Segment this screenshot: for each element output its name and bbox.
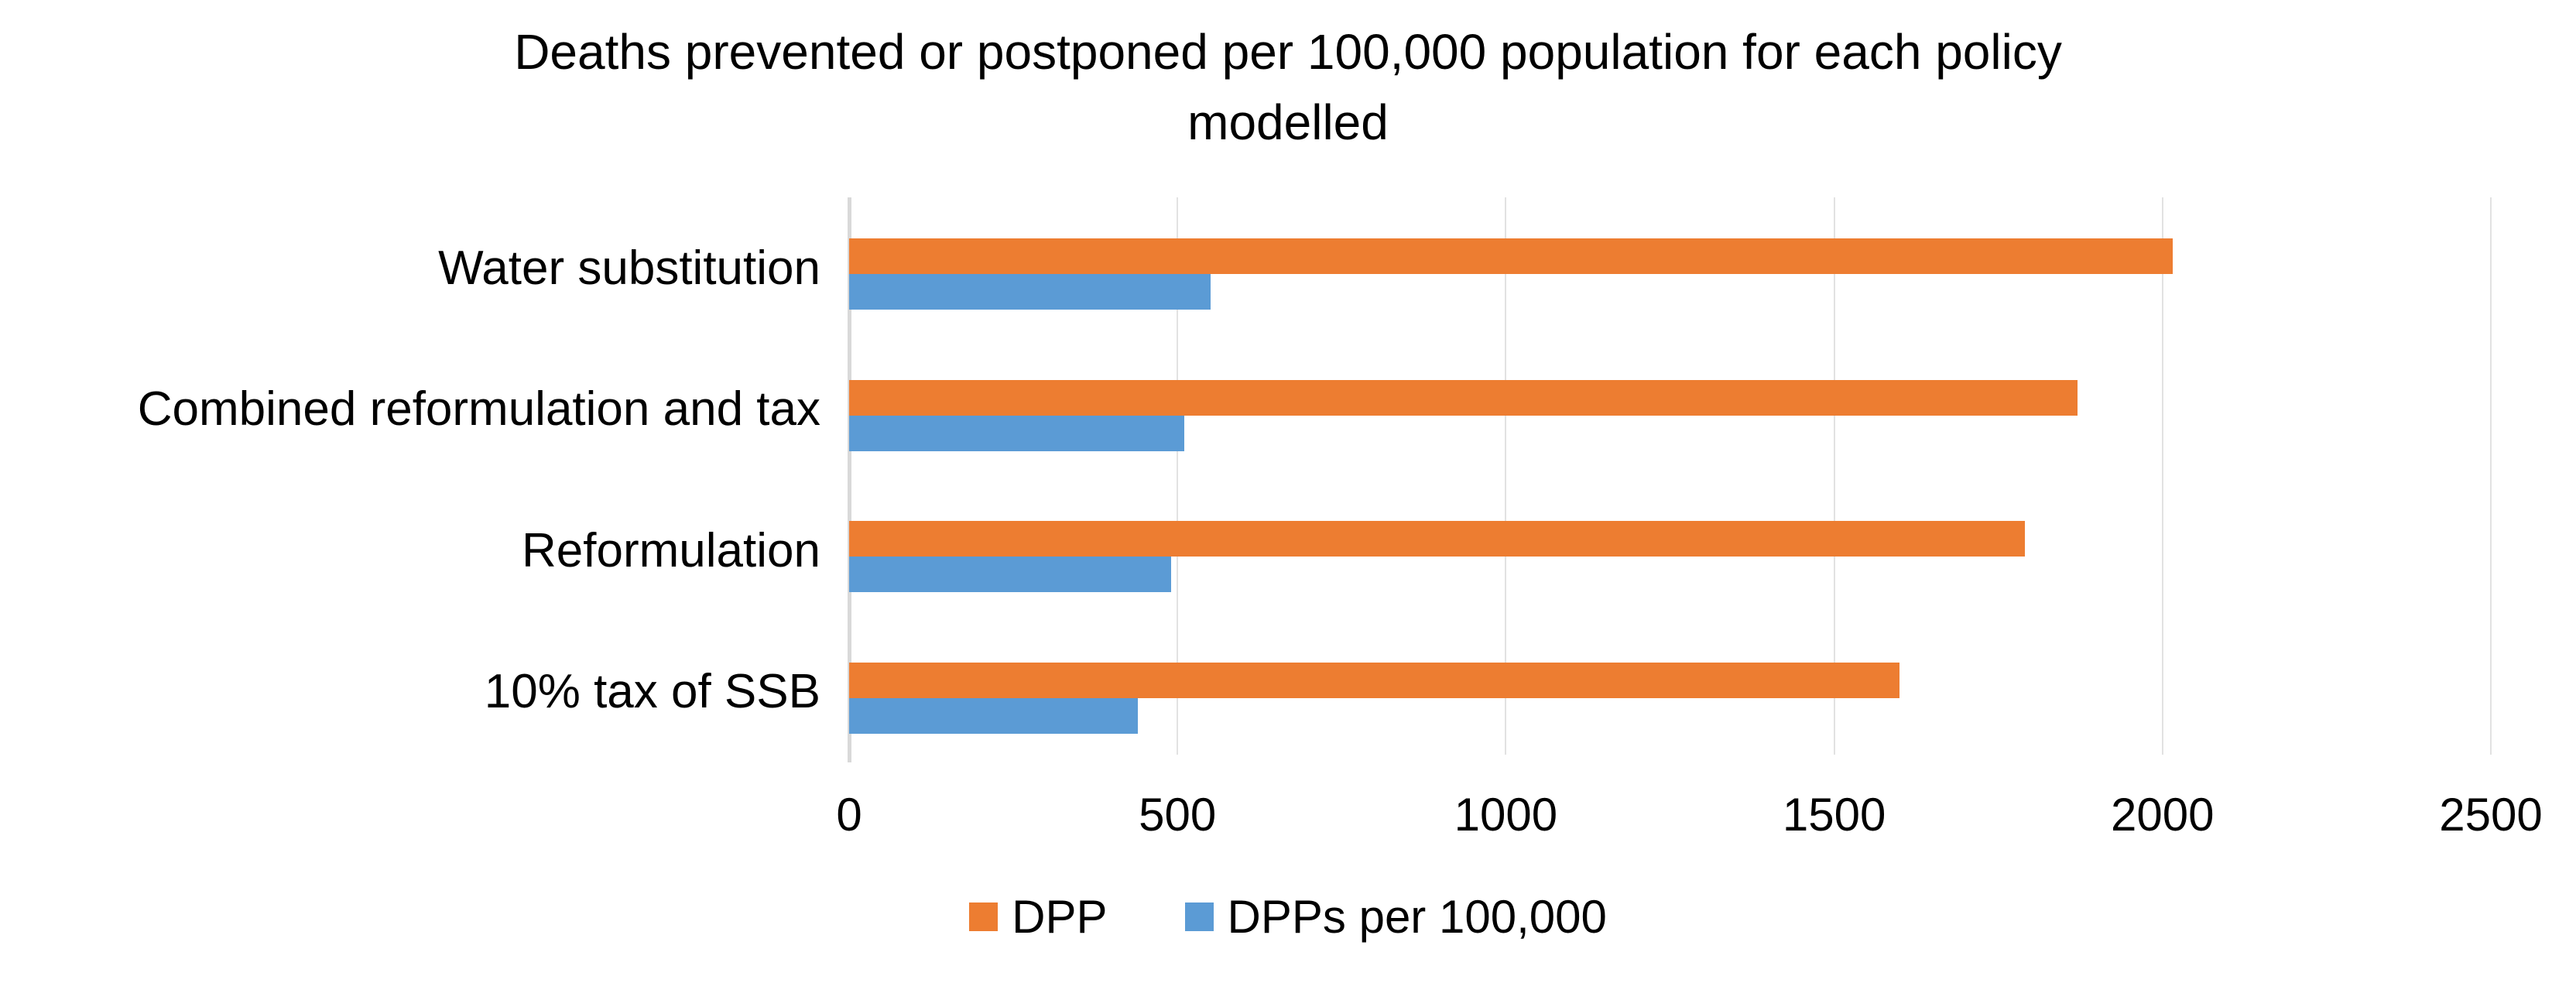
x-tick-label-1500: 1500 — [1782, 789, 1886, 841]
gridline-1500 — [1833, 197, 1835, 755]
legend-label-dpps-per-100000: DPPs per 100,000 — [1227, 891, 1607, 943]
legend-swatch-dpp — [969, 903, 999, 931]
value-axis: 0 500 1000 1500 2000 2500 — [836, 789, 2542, 844]
x-tick-label-1000: 1000 — [1454, 789, 1558, 841]
category-label-10-tax-of-ssb: 10% tax of SSB — [484, 665, 820, 719]
bar-dpps-per-100-000-water-substitution — [849, 274, 1211, 310]
chart-title: Deaths prevented or postponed per 100,00… — [297, 17, 2279, 158]
legend-item-dpps-per-100000: DPPs per 100,000 — [1184, 890, 1607, 944]
bar-dpps-per-100-000-10-tax-of-ssb — [849, 697, 1139, 734]
legend-item-dpp: DPP — [969, 890, 1108, 944]
y-axis-line — [848, 197, 851, 762]
legend-swatch-dpps-per-100000 — [1184, 903, 1214, 931]
gridline-500 — [1177, 197, 1179, 755]
x-tick-label-2000: 2000 — [2111, 789, 2215, 841]
gridline-2000 — [2161, 197, 2163, 755]
category-label-combined-reformulation-and-tax: Combined reformulation and tax — [137, 382, 820, 437]
gridline-1000 — [1505, 197, 1507, 755]
legend-label-dpp: DPP — [1012, 891, 1108, 943]
chart-title-line-2: modelled — [1187, 94, 1389, 150]
bar-dpp-10-tax-of-ssb — [849, 662, 1900, 698]
category-label-reformulation: Reformulation — [522, 523, 820, 577]
category-axis: Water substitution Combined reformulation… — [0, 197, 820, 762]
bar-dpp-reformulation — [849, 521, 2025, 557]
x-tick-label-0: 0 — [836, 789, 862, 841]
bar-dpp-combined-reformulation-and-tax — [849, 379, 2078, 416]
x-tick-label-500: 500 — [1139, 789, 1217, 841]
gridline-2500 — [2490, 197, 2492, 755]
chart-title-line-1: Deaths prevented or postponed per 100,00… — [514, 24, 2062, 80]
bar-dpps-per-100-000-combined-reformulation-and-tax — [849, 415, 1184, 451]
bar-dpp-water-substitution — [849, 238, 2173, 274]
category-label-water-substitution: Water substitution — [438, 241, 820, 295]
plot-area — [848, 197, 2492, 762]
bar-dpps-per-100-000-reformulation — [849, 557, 1171, 592]
legend: DPP DPPs per 100,000 — [0, 890, 2576, 944]
x-tick-label-2500: 2500 — [2439, 789, 2543, 841]
